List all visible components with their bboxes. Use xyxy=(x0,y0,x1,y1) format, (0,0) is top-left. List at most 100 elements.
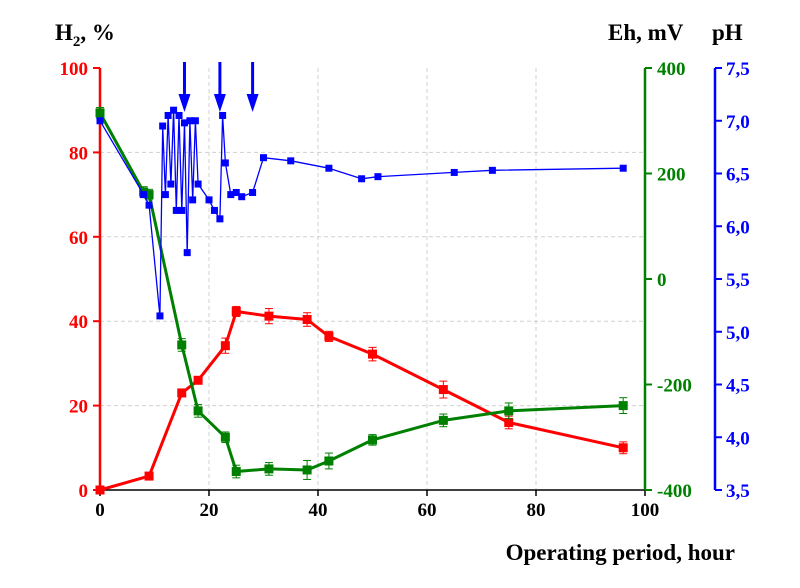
ph-point xyxy=(205,196,213,204)
h2-axis-title: H2, % xyxy=(55,20,115,50)
ph-point xyxy=(619,164,627,172)
h2-point xyxy=(144,471,154,481)
ph-point xyxy=(216,215,224,223)
ph-point xyxy=(221,159,229,167)
series-layer xyxy=(95,106,628,495)
ph-point xyxy=(358,175,366,183)
ph-tick-label: 5,5 xyxy=(726,270,750,291)
h2-tick-label: 40 xyxy=(69,312,88,333)
h2-tick-label: 100 xyxy=(60,59,89,80)
eh-tick-label: 200 xyxy=(657,165,686,186)
h2-point xyxy=(368,349,377,359)
eh-point xyxy=(368,435,377,445)
axes-layer: 0 20 40 60 80 100020406080100-400-20002004003… xyxy=(60,59,750,521)
arrow-head xyxy=(178,94,191,112)
ph-point xyxy=(172,206,180,214)
h2-point xyxy=(324,331,334,341)
eh-point xyxy=(177,340,187,350)
ph-point xyxy=(170,106,178,114)
h2-tick-label: 60 xyxy=(69,228,88,249)
ph-point xyxy=(238,193,246,201)
h2-tick-label: 0 xyxy=(79,481,89,502)
h2-title-subscript: 2 xyxy=(73,34,81,50)
ph-tick-label: 6,5 xyxy=(726,165,750,186)
eh-point xyxy=(302,465,312,475)
eh-point xyxy=(264,464,274,474)
ph-point xyxy=(488,166,496,174)
eh-point xyxy=(438,415,448,425)
ph-point xyxy=(287,157,295,165)
eh-tick-label: 0 xyxy=(657,270,667,291)
ph-tick-label: 4,0 xyxy=(726,428,750,449)
ph-point xyxy=(159,122,167,130)
ph-point xyxy=(227,191,235,199)
ph-tick-label: 5,0 xyxy=(726,323,750,344)
eh-point xyxy=(324,456,334,466)
ph-point xyxy=(183,249,191,257)
ph-point xyxy=(156,312,164,320)
ph-point xyxy=(189,196,197,204)
h2-point xyxy=(438,385,448,395)
h2-tick-label: 80 xyxy=(69,143,88,164)
ph-point xyxy=(260,154,267,162)
h2-tick-label: 20 xyxy=(69,397,88,418)
ph-point xyxy=(145,201,153,209)
ph-point xyxy=(232,188,240,196)
ph-point xyxy=(194,180,202,188)
ph-tick-label: 7,0 xyxy=(726,112,750,133)
eh-point xyxy=(193,406,203,416)
ph-point xyxy=(191,117,199,125)
ph-tick-label: 7,5 xyxy=(726,59,750,80)
ph-axis-title: pH xyxy=(712,20,743,45)
h2-point xyxy=(264,311,274,321)
ph-point xyxy=(450,168,458,176)
arrow-layer xyxy=(178,62,259,112)
h2-point xyxy=(231,306,241,316)
grid-layer xyxy=(100,68,645,490)
eh-point xyxy=(220,432,230,442)
ph-point xyxy=(210,206,218,214)
ph-point xyxy=(96,117,104,125)
x-tick-label: 60 xyxy=(418,500,437,521)
eh-point xyxy=(231,467,241,477)
eh-point xyxy=(618,401,628,411)
eh-point xyxy=(95,108,105,118)
ph-tick-label: 6,0 xyxy=(726,217,750,238)
ph-point xyxy=(219,111,227,119)
ph-tick-label: 4,5 xyxy=(726,376,750,397)
ph-point xyxy=(325,164,333,172)
x-tick-label: 100 xyxy=(631,500,660,521)
ph-point xyxy=(374,173,382,181)
ph-point xyxy=(175,111,183,119)
eh-point xyxy=(144,190,154,200)
arrow-head xyxy=(213,94,226,112)
eh-tick-label: -200 xyxy=(657,376,692,397)
h2-title-main: H xyxy=(55,20,73,45)
ph-point xyxy=(180,119,188,127)
h2-point xyxy=(193,375,203,385)
ph-point xyxy=(178,206,186,214)
ph-point xyxy=(167,180,175,188)
x-tick-label: 20 xyxy=(200,500,219,521)
eh-tick-label: 400 xyxy=(657,59,686,80)
ph-point xyxy=(164,111,172,119)
h2-point xyxy=(177,388,187,398)
x-tick-label: 40 xyxy=(309,500,328,521)
h2-title-rest: , % xyxy=(80,20,115,45)
h2-point xyxy=(95,485,105,495)
h2-point xyxy=(618,443,628,453)
ph-point xyxy=(140,191,148,199)
ph-point xyxy=(161,191,169,199)
x-tick-label: 0 xyxy=(95,500,105,521)
eh-point xyxy=(504,406,514,416)
h2-point xyxy=(302,315,312,325)
ph-tick-label: 3,5 xyxy=(726,481,750,502)
eh-axis-title: Eh, mV xyxy=(608,20,684,45)
ph-point xyxy=(186,117,194,125)
x-tick-label: 80 xyxy=(527,500,546,521)
eh-tick-label: -400 xyxy=(657,481,692,502)
h2-point xyxy=(504,417,514,427)
eh-line xyxy=(98,112,624,473)
